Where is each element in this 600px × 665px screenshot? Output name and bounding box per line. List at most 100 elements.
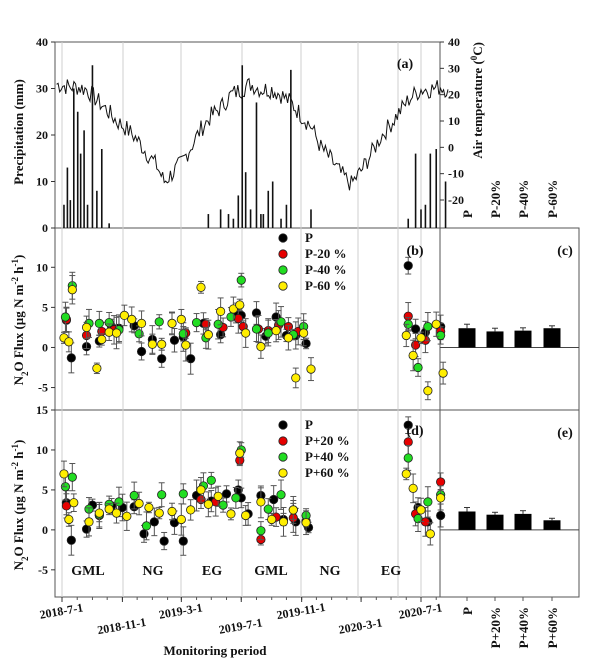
data-point — [84, 517, 94, 527]
data-point — [256, 342, 266, 352]
data-point — [157, 354, 167, 364]
data-point — [431, 319, 441, 329]
data-point — [186, 505, 196, 515]
panel-b: -5 0 5 10 PP-20 %P-40 %P-60 % (b) — [36, 230, 448, 401]
data-point — [97, 334, 107, 345]
legend-label: P+60 % — [305, 465, 350, 480]
temp-tick-label: 30 — [448, 61, 460, 75]
x-tick-label: 2018-11-1 — [96, 615, 147, 637]
data-point — [218, 500, 228, 510]
flux-axis-title-d: N2O Flux (µg N m-2 h-1) — [10, 440, 30, 571]
legend-label: P-20 % — [305, 246, 347, 261]
data-point — [299, 328, 309, 338]
data-point — [267, 514, 277, 525]
data-point — [94, 318, 104, 329]
data-point — [69, 498, 79, 508]
data-point — [423, 386, 433, 396]
season-label: GML — [71, 564, 104, 579]
data-point — [436, 510, 446, 521]
precip-tick-label: 40 — [36, 35, 48, 49]
panel-label-d: (d) — [406, 424, 423, 439]
x-tick-label: 2019-11-1 — [275, 600, 326, 622]
data-point — [66, 535, 76, 545]
data-point — [60, 312, 71, 322]
data-point — [256, 497, 266, 507]
data-point — [276, 490, 286, 500]
season-label: NG — [320, 564, 341, 579]
panel-a-treatment-label: P-20% — [488, 180, 503, 218]
data-point — [425, 529, 435, 539]
data-point — [251, 324, 262, 334]
legend-marker — [278, 468, 288, 478]
panel-a-treatment-label: P-40% — [516, 180, 531, 218]
data-point — [186, 354, 196, 364]
data-point — [178, 489, 188, 499]
panel-a-treatment-label: P — [460, 210, 475, 218]
data-point — [127, 314, 137, 325]
x-tick-label: 2020-3-1 — [338, 615, 384, 636]
legend-label: P-40 % — [305, 262, 347, 277]
data-point — [269, 494, 279, 505]
data-point — [176, 514, 186, 525]
flux-tick-label: 15 — [36, 403, 48, 417]
data-point — [235, 448, 245, 458]
data-point — [423, 497, 433, 507]
season-label: EG — [381, 564, 401, 579]
bar — [543, 520, 561, 530]
panel-c: (c) — [440, 244, 579, 348]
flux-tick-label: 10 — [36, 443, 48, 457]
panel-bcde-frame — [54, 227, 580, 598]
temp-tick-label: -10 — [448, 167, 464, 181]
data-point — [122, 511, 132, 521]
data-point — [154, 508, 164, 518]
data-point — [92, 363, 102, 373]
x-tick-label: 2019-3-1 — [158, 600, 204, 621]
data-point — [203, 499, 213, 509]
legend-label: P — [305, 230, 313, 245]
data-point — [136, 318, 147, 329]
bar — [486, 331, 504, 348]
legend-label: P — [305, 417, 313, 432]
data-point — [416, 333, 426, 343]
temperature-axis-title: Air temperature (0C) — [469, 42, 485, 159]
axis-titles: Precipitation (mm) Air temperature (0C) … — [10, 42, 485, 658]
flux-tick-label: 10 — [36, 260, 48, 274]
legend-label: P+40 % — [305, 449, 350, 464]
data-point — [263, 328, 273, 338]
data-point — [221, 489, 232, 499]
data-point — [157, 490, 167, 500]
data-point — [157, 339, 167, 349]
data-point — [408, 483, 418, 493]
season-label: GML — [254, 564, 287, 579]
data-point — [191, 318, 202, 328]
legend-label: P+20 % — [305, 433, 350, 448]
data-point — [167, 318, 177, 329]
flux-axis-title-b: N2O Flux (µg N m-2 h-1) — [10, 255, 30, 386]
precip-tick-label: 20 — [36, 128, 48, 142]
data-point — [401, 469, 411, 479]
data-point — [67, 285, 77, 295]
data-point — [64, 337, 74, 347]
data-point — [401, 330, 411, 341]
data-point — [111, 508, 122, 518]
data-point — [413, 514, 423, 524]
legend-marker — [278, 281, 288, 291]
x-axis-title: Monitoring period — [164, 643, 268, 658]
legend-marker — [278, 420, 288, 430]
bar-category-label: P+40% — [516, 607, 531, 648]
data-point — [241, 328, 251, 338]
bar — [458, 511, 476, 530]
temperature-line — [56, 77, 449, 191]
data-point — [306, 364, 316, 374]
panel-a-treatment-label: P-60% — [545, 180, 560, 218]
data-point — [81, 322, 92, 333]
data-point — [226, 509, 236, 519]
bar-category-label: P+20% — [488, 607, 503, 648]
legend-marker — [278, 249, 288, 259]
data-point — [276, 317, 286, 327]
data-point — [169, 335, 180, 345]
data-point — [159, 536, 169, 546]
data-point — [408, 350, 418, 361]
data-point — [129, 490, 139, 501]
precip-tick-label: 30 — [36, 82, 48, 96]
